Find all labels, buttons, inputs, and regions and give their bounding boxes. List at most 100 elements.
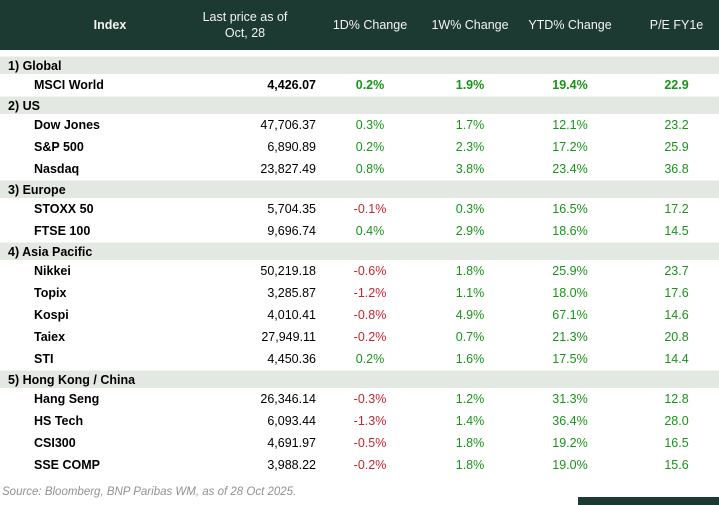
market-index-table: Index Last price as of Oct, 28 1D% Chang… [0,0,719,476]
table-row: STI 4,450.36 0.2% 1.6% 17.5% 14.4 [0,348,719,370]
col-header-1d-change: 1D% Change [332,17,408,32]
table-row: FTSE 100 9,696.74 0.4% 2.9% 18.6% 14.5 [0,220,719,242]
section-label: 1) Global [8,58,62,73]
change-1w-value: 1.4% [455,414,485,428]
change-1w-value: 2.9% [455,224,485,238]
change-1w-value: 4.9% [455,308,485,322]
table-row: Kospi 4,010.41 -0.8% 4.9% 67.1% 14.6 [0,304,719,326]
section-header-row: 4) Asia Pacific [0,242,719,260]
pe-value: 20.8 [664,330,689,344]
last-price: 6,093.44 [267,414,316,428]
pe-value: 25.9 [664,140,689,154]
last-price: 4,450.36 [267,352,316,366]
table-body: 1) Global MSCI World 4,426.07 0.2% 1.9% … [0,56,719,476]
next-section-edge [578,497,719,505]
table-row: SSE COMP 3,988.22 -0.2% 1.8% 19.0% 15.6 [0,454,719,476]
change-1d-value: 0.3% [355,118,385,132]
header-divider [0,50,719,56]
change-ytd-value: 21.3% [552,330,588,344]
change-1d-value: -0.3% [353,392,387,406]
index-name: SSE COMP [34,458,100,472]
index-name: Dow Jones [34,118,100,132]
table-row: Nikkei 50,219.18 -0.6% 1.8% 25.9% 23.7 [0,260,719,282]
pe-value: 17.6 [664,286,689,300]
last-price: 3,988.22 [267,458,316,472]
change-1w-value: 2.3% [455,140,485,154]
change-1w-value: 1.6% [455,352,485,366]
change-1w-value: 1.8% [455,264,485,278]
change-ytd-value: 16.5% [552,202,588,216]
table-row: Hang Seng 26,346.14 -0.3% 1.2% 31.3% 12.… [0,388,719,410]
index-name: STI [34,352,54,366]
col-header-last-price-line2: Oct, 28 [224,26,266,40]
last-price: 9,696.74 [267,224,316,238]
last-price: 3,285.87 [267,286,316,300]
index-name: Nasdaq [34,162,80,176]
change-ytd-value: 19.2% [552,436,588,450]
change-ytd-value: 31.3% [552,392,588,406]
change-ytd-value: 18.6% [552,224,588,238]
last-price: 4,010.41 [267,308,316,322]
pe-value: 14.4 [664,352,689,366]
pe-value: 12.8 [664,392,689,406]
col-header-1w-change: 1W% Change [431,17,509,32]
last-price: 47,706.37 [260,118,316,132]
table-row: STOXX 50 5,704.35 -0.1% 0.3% 16.5% 17.2 [0,198,719,220]
index-name: CSI300 [34,436,76,450]
change-1d-value: -0.1% [353,202,387,216]
index-name: Hang Seng [34,392,100,406]
change-1d-value: -0.2% [353,458,387,472]
change-1d-value: -0.2% [353,330,387,344]
change-ytd-value: 17.2% [552,140,588,154]
section-label: 5) Hong Kong / China [8,372,136,387]
col-header-last-price: Last price as of Oct, 28 [170,9,320,42]
index-name: FTSE 100 [34,224,91,238]
index-name: Taiex [34,330,66,344]
pe-value: 22.9 [664,78,689,92]
index-name: Topix [34,286,67,300]
change-ytd-value: 67.1% [552,308,588,322]
index-name: MSCI World [34,78,104,92]
col-header-ytd-change: YTD% Change [528,17,612,32]
last-price: 50,219.18 [260,264,316,278]
pe-value: 28.0 [664,414,689,428]
pe-value: 16.5 [664,436,689,450]
last-price: 4,691.97 [267,436,316,450]
pe-value: 15.6 [664,458,689,472]
pe-value: 23.7 [664,264,689,278]
change-1w-value: 0.7% [455,330,485,344]
table-row: CSI300 4,691.97 -0.5% 1.8% 19.2% 16.5 [0,432,719,454]
index-name: S&P 500 [34,140,84,154]
index-name: HS Tech [34,414,84,428]
change-1w-value: 1.2% [455,392,485,406]
table-row: S&P 500 6,890.89 0.2% 2.3% 17.2% 25.9 [0,136,719,158]
index-name: STOXX 50 [34,202,94,216]
change-ytd-value: 19.0% [552,458,588,472]
table-row: Topix 3,285.87 -1.2% 1.1% 18.0% 17.6 [0,282,719,304]
section-header-row: 1) Global [0,56,719,74]
change-ytd-value: 18.0% [552,286,588,300]
table-header-row: Index Last price as of Oct, 28 1D% Chang… [0,0,719,50]
change-ytd-value: 19.4% [552,78,588,92]
pe-value: 14.5 [664,224,689,238]
change-1d-value: 0.4% [355,224,385,238]
change-1w-value: 1.8% [455,436,485,450]
col-header-pe: P/E FY1e [649,17,704,32]
change-ytd-value: 36.4% [552,414,588,428]
last-price: 26,346.14 [260,392,316,406]
change-1w-value: 1.8% [455,458,485,472]
change-1w-value: 1.7% [455,118,485,132]
change-ytd-value: 25.9% [552,264,588,278]
section-label: 2) US [8,98,40,113]
table-row: MSCI World 4,426.07 0.2% 1.9% 19.4% 22.9 [0,74,719,96]
table-row: Dow Jones 47,706.37 0.3% 1.7% 12.1% 23.2 [0,114,719,136]
change-1w-value: 1.9% [455,78,485,92]
change-1d-value: 0.8% [355,162,385,176]
pe-value: 17.2 [664,202,689,216]
section-label: 3) Europe [8,182,66,197]
change-ytd-value: 12.1% [552,118,588,132]
change-1d-value: -0.6% [353,264,387,278]
last-price: 5,704.35 [267,202,316,216]
change-1d-value: -1.2% [353,286,387,300]
pe-value: 23.2 [664,118,689,132]
